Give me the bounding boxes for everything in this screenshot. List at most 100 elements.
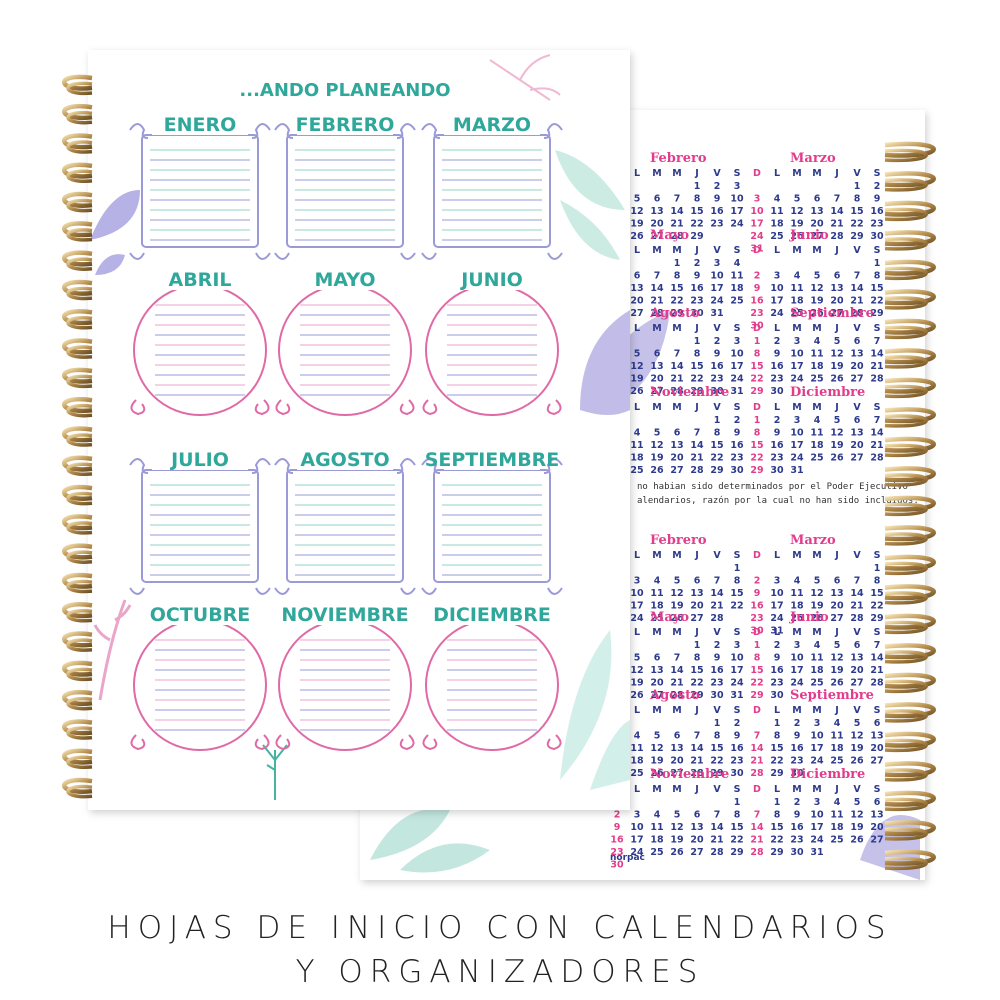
month-name: Febrero bbox=[650, 151, 707, 166]
day-number: 1 bbox=[714, 718, 721, 729]
day-number: 20 bbox=[850, 361, 864, 372]
day-number: 3 bbox=[754, 194, 761, 205]
day-header: J bbox=[834, 402, 839, 413]
day-number: 26 bbox=[810, 308, 824, 319]
day-number: 12 bbox=[630, 206, 643, 217]
day-number: 12 bbox=[850, 731, 863, 742]
day-number: 20 bbox=[670, 453, 684, 464]
day-header: S bbox=[874, 168, 881, 179]
day-header: S bbox=[874, 323, 881, 334]
day-number: 25 bbox=[810, 678, 823, 689]
ring bbox=[62, 103, 93, 121]
day-number: 18 bbox=[630, 453, 644, 464]
day-number: 3 bbox=[734, 640, 741, 651]
day-number: 9 bbox=[714, 349, 721, 360]
day-number: 28 bbox=[850, 308, 864, 319]
day-number: 2 bbox=[774, 640, 781, 651]
day-number: 26 bbox=[850, 756, 864, 767]
day-number: 28 bbox=[670, 231, 684, 242]
month-name: Agosto bbox=[649, 306, 700, 321]
day-number: 8 bbox=[674, 271, 681, 282]
ring bbox=[884, 473, 928, 487]
ring bbox=[884, 554, 936, 571]
day-number: 3 bbox=[794, 415, 801, 426]
day-number: 26 bbox=[790, 231, 804, 242]
day-number: 12 bbox=[830, 428, 843, 439]
day-number: 19 bbox=[630, 374, 643, 385]
day-header: V bbox=[853, 168, 861, 179]
day-number: 21 bbox=[710, 601, 723, 612]
day-header: L bbox=[634, 705, 640, 716]
day-number: 26 bbox=[630, 690, 644, 701]
day-number: 2 bbox=[754, 576, 761, 587]
ring bbox=[884, 820, 936, 837]
month-title: OCTUBRE bbox=[150, 604, 251, 626]
day-header: M bbox=[792, 627, 801, 638]
day-number: 14 bbox=[870, 349, 884, 360]
day-number: 10 bbox=[790, 653, 804, 664]
day-header: L bbox=[774, 245, 780, 256]
day-header: L bbox=[634, 627, 640, 638]
day-number: 11 bbox=[830, 810, 843, 821]
day-header: V bbox=[853, 245, 861, 256]
month-title: ABRIL bbox=[169, 269, 232, 291]
ring bbox=[884, 856, 928, 871]
day-number: 4 bbox=[794, 576, 801, 587]
day-number: 12 bbox=[830, 653, 843, 664]
day-number: 21 bbox=[670, 374, 683, 385]
day-number: 30 bbox=[730, 768, 744, 779]
day-number: 6 bbox=[834, 576, 841, 587]
day-number: 26 bbox=[670, 847, 684, 858]
day-number: 8 bbox=[754, 653, 761, 664]
day-number: 28 bbox=[750, 847, 764, 858]
day-number: 26 bbox=[630, 386, 644, 397]
ring bbox=[62, 162, 93, 179]
day-header: M bbox=[652, 550, 661, 561]
day-header: M bbox=[812, 550, 821, 561]
day-number: 21 bbox=[710, 835, 723, 846]
day-number: 1 bbox=[774, 797, 781, 808]
day-number: 5 bbox=[654, 731, 661, 742]
day-number: 15 bbox=[730, 588, 743, 599]
day-header: M bbox=[672, 550, 681, 561]
day-number: 14 bbox=[750, 822, 764, 833]
leaf-decoration bbox=[93, 599, 132, 701]
day-number: 14 bbox=[670, 206, 684, 217]
month-title: JULIO bbox=[169, 449, 229, 471]
day-number: 3 bbox=[734, 181, 741, 192]
day-number: 13 bbox=[690, 588, 703, 599]
note-line: alendarios, razón por la cual no han sid… bbox=[637, 495, 919, 506]
day-number: 7 bbox=[874, 336, 881, 347]
day-number: 23 bbox=[750, 308, 763, 319]
day-number: 7 bbox=[874, 640, 881, 651]
day-number: 23 bbox=[770, 453, 783, 464]
day-header: S bbox=[874, 402, 881, 413]
day-header: L bbox=[634, 323, 640, 334]
day-header: L bbox=[774, 168, 780, 179]
day-number: 26 bbox=[650, 465, 664, 476]
spiral-binding bbox=[62, 74, 936, 871]
day-number: 22 bbox=[670, 296, 683, 307]
ring bbox=[62, 660, 93, 677]
day-number: 7 bbox=[834, 194, 841, 205]
day-number: 13 bbox=[690, 822, 703, 833]
ring bbox=[884, 591, 928, 605]
day-number: 15 bbox=[690, 206, 703, 217]
day-number: 7 bbox=[694, 731, 701, 742]
day-header: J bbox=[834, 784, 839, 795]
day-number: 25 bbox=[730, 296, 743, 307]
day-number: 7 bbox=[674, 194, 681, 205]
ring bbox=[884, 502, 928, 517]
ring bbox=[884, 178, 928, 192]
ring bbox=[884, 377, 936, 394]
day-number: 4 bbox=[814, 336, 821, 347]
day-number: 14 bbox=[650, 283, 664, 294]
day-header: J bbox=[694, 245, 699, 256]
day-number: 13 bbox=[850, 349, 863, 360]
ring bbox=[66, 579, 93, 594]
day-number: 25 bbox=[790, 308, 803, 319]
day-number: 13 bbox=[870, 810, 883, 821]
day-number: 2 bbox=[734, 415, 741, 426]
ring bbox=[884, 790, 936, 807]
day-header: L bbox=[774, 402, 780, 413]
